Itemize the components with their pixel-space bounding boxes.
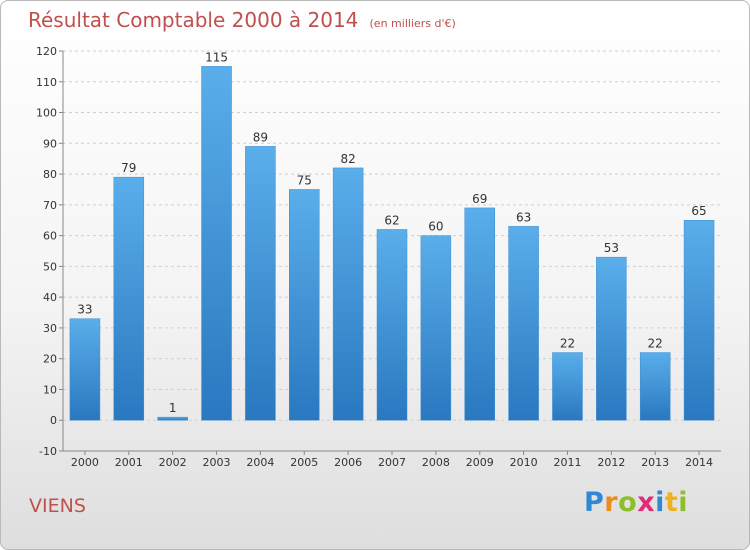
y-tick-label: 50 bbox=[43, 260, 57, 273]
bar bbox=[245, 146, 276, 421]
data-label: 53 bbox=[604, 241, 619, 255]
y-tick-label: 80 bbox=[43, 168, 57, 181]
data-label: 22 bbox=[560, 337, 575, 351]
x-tick-label: 2007 bbox=[378, 456, 406, 469]
y-tick-label: 70 bbox=[43, 199, 57, 212]
x-tick-label: 2005 bbox=[290, 456, 318, 469]
x-tick-label: 2012 bbox=[597, 456, 625, 469]
data-label: 22 bbox=[648, 337, 663, 351]
y-tick-label: 120 bbox=[36, 45, 57, 58]
bar bbox=[639, 352, 671, 421]
bar bbox=[113, 176, 145, 421]
data-label: 89 bbox=[253, 130, 268, 144]
x-tick-label: 2003 bbox=[203, 456, 231, 469]
bar bbox=[420, 235, 452, 421]
bar bbox=[508, 226, 539, 421]
chart-subtitle: (en milliers d'€) bbox=[369, 17, 456, 30]
bar bbox=[289, 189, 320, 421]
data-label: 82 bbox=[340, 152, 355, 166]
chart-title: Résultat Comptable 2000 à 2014 bbox=[28, 8, 359, 32]
bar bbox=[596, 256, 627, 421]
x-tick-label: 2001 bbox=[115, 456, 143, 469]
logo-letter: x bbox=[637, 487, 656, 518]
x-tick-label: 2009 bbox=[466, 456, 494, 469]
proxiti-logo: Proxiti bbox=[584, 487, 688, 518]
x-tick-label: 2010 bbox=[510, 456, 538, 469]
y-tick-label: 60 bbox=[43, 230, 57, 243]
x-tick-label: 2000 bbox=[71, 456, 99, 469]
logo-letter: o bbox=[618, 487, 638, 518]
data-label: 63 bbox=[516, 210, 531, 224]
bar bbox=[69, 318, 101, 421]
logo-letter: t bbox=[664, 487, 679, 518]
data-label: 79 bbox=[121, 161, 136, 175]
data-label: 69 bbox=[472, 192, 487, 206]
logo-letter: r bbox=[604, 487, 619, 518]
bar bbox=[376, 229, 408, 421]
data-label: 62 bbox=[384, 213, 399, 227]
x-tick-label: 2006 bbox=[334, 456, 362, 469]
y-tick-label: 90 bbox=[43, 137, 57, 150]
y-tick-label: 30 bbox=[43, 322, 57, 335]
chart-title-block: Résultat Comptable 2000 à 2014 (en milli… bbox=[28, 8, 456, 32]
data-label: 65 bbox=[691, 204, 706, 218]
x-tick-label: 2004 bbox=[246, 456, 274, 469]
y-tick-label: -10 bbox=[39, 445, 57, 458]
place-name: VIENS bbox=[29, 495, 86, 517]
y-tick-label: 40 bbox=[43, 291, 57, 304]
x-tick-label: 2002 bbox=[159, 456, 187, 469]
data-label: 60 bbox=[428, 220, 443, 234]
data-label: 1 bbox=[169, 401, 177, 415]
x-tick-label: 2013 bbox=[641, 456, 669, 469]
data-label: 33 bbox=[77, 303, 92, 317]
y-tick-label: 0 bbox=[50, 414, 57, 427]
x-tick-label: 2011 bbox=[553, 456, 581, 469]
y-tick-label: 100 bbox=[36, 107, 57, 120]
logo-letter: i bbox=[678, 487, 689, 518]
x-tick-label: 2014 bbox=[685, 456, 713, 469]
bar bbox=[332, 167, 364, 421]
bar bbox=[157, 416, 188, 421]
data-label: 75 bbox=[297, 173, 312, 187]
y-tick-label: 20 bbox=[43, 353, 57, 366]
x-tick-label: 2008 bbox=[422, 456, 450, 469]
data-label: 115 bbox=[205, 50, 228, 64]
logo-letter: P bbox=[584, 487, 605, 518]
logo-letter: i bbox=[655, 487, 665, 518]
y-tick-label: 10 bbox=[43, 383, 57, 396]
y-tick-label: 110 bbox=[36, 76, 57, 89]
bar bbox=[201, 66, 232, 421]
bar bbox=[464, 207, 495, 421]
bar bbox=[683, 219, 715, 421]
bar bbox=[552, 352, 583, 421]
